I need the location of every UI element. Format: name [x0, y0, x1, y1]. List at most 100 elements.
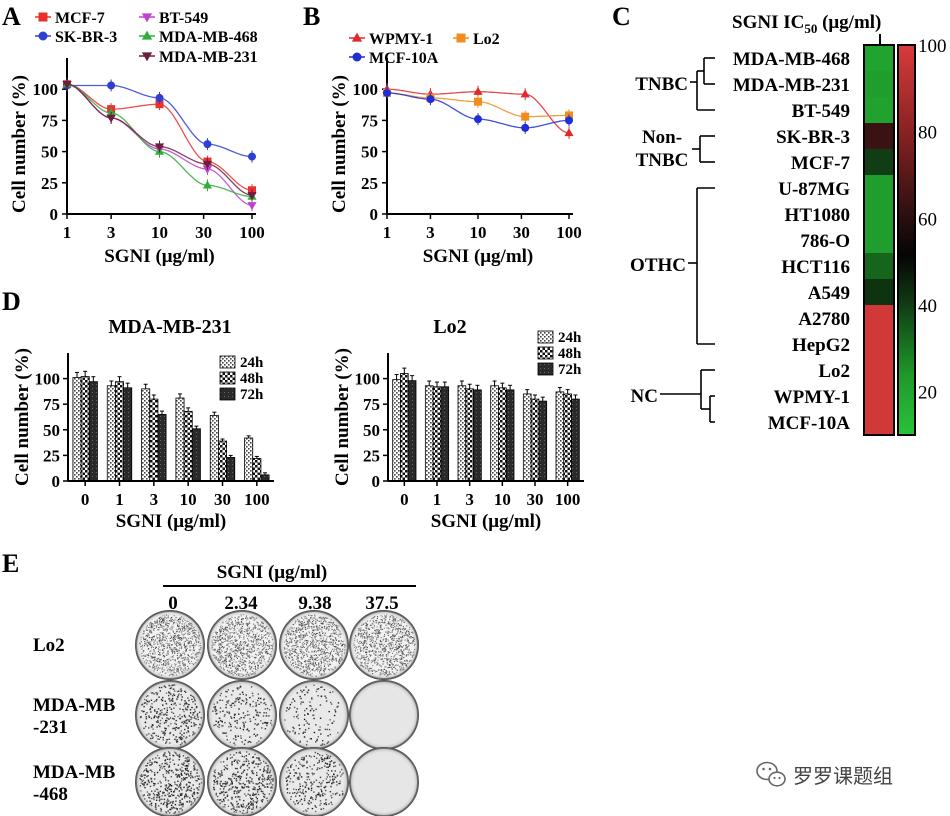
data-point: [520, 89, 530, 98]
e-header: SGNI (μg/ml): [217, 562, 328, 583]
bar: [106, 385, 116, 482]
legend-entry: 24h: [240, 355, 264, 371]
x-tick-label: 1: [383, 223, 392, 242]
e-concentration: 0: [168, 593, 178, 614]
x-tick-label: 10: [470, 223, 487, 242]
chart-title: MDA-MB-231: [108, 316, 231, 338]
panel-label-b: B: [303, 2, 320, 31]
y-tick-label: 100: [33, 80, 59, 99]
heatmap-cell: [864, 201, 894, 228]
data-point: [521, 112, 530, 121]
x-tick-label: 3: [150, 490, 159, 509]
legend-marker: [456, 33, 466, 43]
bar: [80, 376, 90, 482]
panel-label-c: C: [612, 2, 631, 31]
legend-entry: SK-BR-3: [55, 29, 117, 46]
x-tick-label: 1: [115, 490, 124, 509]
heatmap-frame: [863, 44, 895, 436]
bar: [183, 410, 193, 482]
legend-marker: [352, 52, 362, 62]
y-axis-title: Cell number (%): [332, 348, 353, 486]
dish-rim-shade: [208, 611, 276, 679]
x-tick-label: 100: [239, 223, 265, 242]
culture-dish: [279, 610, 349, 680]
bar: [175, 397, 185, 482]
y-tick-label: 0: [50, 205, 59, 224]
colorbar-tick: 80: [918, 123, 937, 144]
dish-rim-shade: [350, 611, 418, 679]
dish-rim-shade: [136, 611, 204, 679]
heatmap-cell: [864, 227, 894, 254]
heatmap-cell: [864, 123, 894, 150]
data-point: [247, 202, 257, 211]
legend-marker: [141, 30, 153, 40]
e-row-label: MDA-MB: [33, 762, 116, 783]
bar: [191, 428, 201, 482]
legend-marker: [351, 32, 363, 42]
row-label: MCF-10A: [768, 413, 851, 434]
row-label: SK-BR-3: [776, 127, 850, 148]
heatmap-cell: [864, 253, 894, 280]
bar: [555, 391, 565, 482]
e-row-label: Lo2: [33, 635, 65, 656]
legend-entry: BT-549: [159, 10, 208, 27]
x-tick-label: 10: [180, 490, 197, 509]
bar: [505, 389, 515, 482]
heatmap-title-unit: (μg/ml): [817, 12, 881, 33]
legend-entry: MCF-10A: [369, 50, 439, 67]
legend-swatch: [537, 346, 554, 360]
legend-swatch: [219, 387, 236, 401]
row-label: WPMY-1: [774, 387, 850, 408]
x-tick-label: 30: [513, 223, 530, 242]
bar: [571, 398, 580, 482]
data-point: [203, 140, 212, 149]
heatmap-cell: [864, 305, 894, 332]
colorbar-tick: 60: [918, 209, 937, 230]
y-axis-title: Cell number (%): [12, 348, 33, 486]
y-tick-label: 25: [363, 446, 380, 465]
row-label: MDA-MB-231: [733, 75, 850, 96]
legend-swatch: [219, 371, 236, 385]
row-label: Lo2: [818, 361, 850, 382]
y-tick-label: 100: [355, 370, 381, 389]
x-tick-label: 0: [400, 490, 409, 509]
y-tick-label: 25: [361, 174, 378, 193]
bar: [72, 377, 82, 482]
heatmap-c: SGNI IC50 (μg/ml)MDA-MB-468MDA-MB-231BT-…: [630, 12, 947, 436]
data-point: [154, 143, 165, 152]
panel-label-d: D: [2, 287, 21, 316]
heatmap-cell: [864, 175, 894, 202]
data-point: [155, 100, 164, 109]
group-label-tnbc: TNBC: [635, 74, 688, 95]
bar: [440, 386, 450, 482]
bar: [465, 388, 474, 482]
bar: [432, 386, 442, 482]
data-point: [564, 128, 574, 137]
bar: [392, 379, 401, 482]
culture-dish: [349, 610, 419, 680]
data-point: [474, 115, 482, 124]
legend-entry: 48h: [240, 371, 264, 387]
legend-swatch: [537, 330, 554, 344]
group-label-non-tnbc: Non-: [642, 127, 682, 148]
y-tick-label: 75: [363, 395, 380, 414]
data-point: [247, 192, 257, 201]
chart-title: Lo2: [433, 316, 466, 338]
data-point: [521, 123, 530, 132]
data-point: [426, 95, 435, 104]
legend-marker: [38, 31, 48, 41]
e-concentration: 9.38: [298, 593, 331, 614]
x-tick-label: 10: [494, 490, 511, 509]
row-label: MCF-7: [791, 153, 851, 174]
row-label: HCT116: [781, 257, 850, 278]
x-tick-label: 1: [63, 223, 72, 242]
bar: [244, 437, 254, 482]
legend-entry: MDA-MB-468: [159, 29, 258, 46]
legend-entry: WPMY-1: [369, 31, 433, 48]
legend-entry: MDA-MB-231: [159, 49, 258, 66]
bar: [473, 389, 482, 482]
